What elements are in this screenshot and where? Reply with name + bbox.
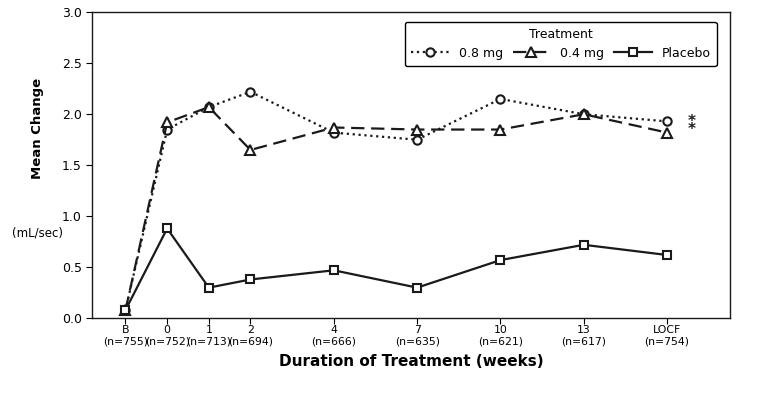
Text: Mean Change: Mean Change: [31, 78, 45, 179]
X-axis label: Duration of Treatment (weeks): Duration of Treatment (weeks): [279, 354, 543, 369]
Text: *: *: [688, 114, 696, 129]
Legend: 0.8 mg, 0.4 mg, Placebo: 0.8 mg, 0.4 mg, Placebo: [405, 22, 717, 67]
Text: *: *: [688, 122, 696, 137]
Text: (mL/sec): (mL/sec): [12, 226, 64, 239]
